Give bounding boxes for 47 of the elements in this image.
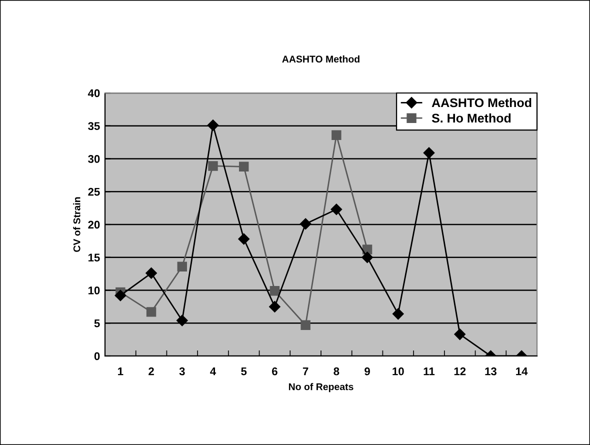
x-tick-label: 14 [516,368,528,376]
point [454,328,466,340]
x-tick-label: 13 [485,367,496,376]
point [146,268,157,279]
point [362,252,373,263]
point [300,218,312,230]
point [423,147,435,158]
point [146,307,156,317]
point [330,204,342,215]
point [114,290,126,302]
point [238,162,249,172]
x-tick-label: 9 [364,367,370,376]
y-tick-label: 30 [88,155,100,163]
x-tick-label: 5 [241,368,247,376]
x-tick-label: 10 [392,367,404,376]
point [269,301,280,312]
point [392,308,404,320]
point [332,130,342,140]
x-tick-label: 3 [179,367,185,376]
y-tick-label: 40 [88,89,100,98]
point [177,262,188,272]
legend-label: AASHTO Method [432,98,532,108]
legend-label: S. Ho Method [432,113,511,123]
x-tick-label: 1 [118,368,124,376]
point [300,320,310,330]
y-tick-label: 35 [88,122,100,130]
x-tick-label: 2 [148,367,154,376]
y-axis-title: CV of Strain [73,197,80,252]
x-tick-label: 4 [210,368,216,376]
point [208,161,218,171]
x-tick-label: 6 [272,367,278,376]
y-tick-label: 20 [88,220,100,229]
point [270,286,280,296]
y-tick-label: 25 [88,188,100,196]
x-tick-label: 7 [302,368,308,376]
x-tick-label: 8 [334,367,340,376]
point [176,314,188,326]
x-tick-label: 12 [454,367,466,376]
y-tick-label: 5 [94,320,100,328]
x-axis-title: No of Repeats [288,383,354,392]
y-tick-label: 10 [88,286,100,294]
point [238,233,250,245]
y-tick-label: 0 [94,352,100,360]
y-tick-label: 15 [88,254,100,262]
x-tick-label: 11 [424,368,435,376]
chart-title: AASHTO Method [282,55,360,63]
point [207,120,219,131]
